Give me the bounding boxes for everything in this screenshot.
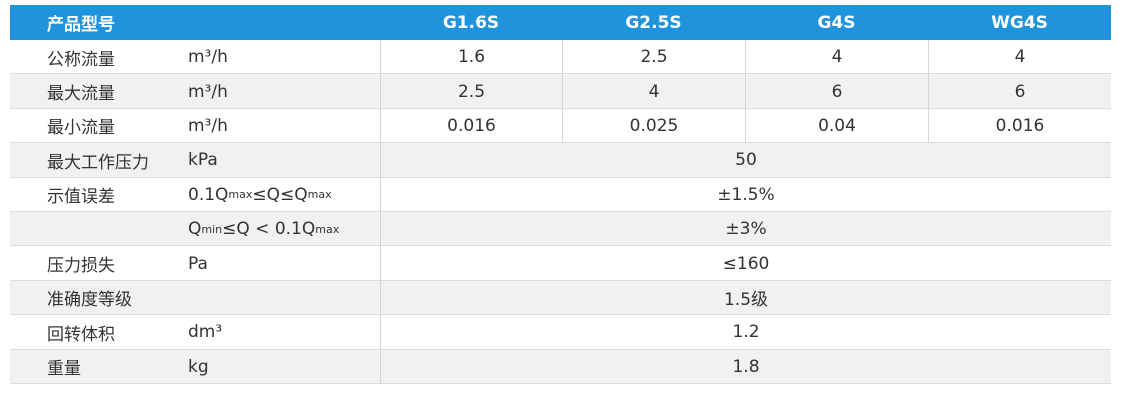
table-row (10, 315, 1111, 350)
unit-part: m³/h (188, 47, 228, 68)
header-label: 产品型号 (47, 5, 115, 40)
value-cell: 6 (928, 74, 1111, 109)
row-unit: m³/h (188, 74, 228, 108)
row-label: 最大流量 (47, 84, 115, 105)
value-cell: 0.016 (928, 108, 1111, 144)
row-label: 示值误差 (47, 187, 115, 208)
table-row (10, 280, 1111, 316)
header-cell: WG4S (928, 5, 1111, 40)
row-label: 准确度等级 (47, 290, 132, 311)
unit-part: dm³ (188, 322, 223, 343)
unit-part: max (307, 188, 332, 202)
row-label: 回转体积 (47, 324, 115, 345)
header-cell: G2.5S (562, 5, 745, 40)
unit-part: Q (188, 219, 202, 240)
value-cell: 50 (380, 143, 1111, 178)
value-cell: 4 (745, 40, 928, 75)
header-cell: G4S (745, 5, 928, 40)
value-cell: 2.5 (562, 40, 745, 75)
row-label: 公称流量 (47, 49, 115, 70)
value-cell: 1.6 (380, 40, 562, 75)
row-label: 最大工作压力 (47, 152, 149, 173)
unit-part: kPa (188, 150, 218, 171)
unit-part: ≤Q≤Q (252, 184, 308, 205)
value-cell: 2.5 (380, 74, 562, 109)
row-unit: m³/h (188, 109, 228, 143)
row-unit: Pa (188, 246, 208, 280)
value-cell: 1.2 (380, 315, 1111, 350)
header-cell: G1.6S (380, 5, 562, 40)
value-cell: 0.04 (745, 108, 928, 144)
unit-part: kg (188, 356, 209, 377)
value-cell: ±3% (380, 212, 1111, 247)
value-cell: ≤160 (380, 246, 1111, 281)
value-cell: 4 (928, 40, 1111, 75)
value-cell: 1.5级 (380, 280, 1111, 316)
row-label: 压力损失 (47, 256, 115, 277)
value-cell: 6 (745, 74, 928, 109)
value-cell: 0.016 (380, 108, 562, 144)
table-row (10, 212, 1111, 247)
table-row (10, 246, 1111, 281)
unit-part: min (201, 222, 223, 236)
table-row (10, 349, 1111, 384)
table-row (10, 40, 1111, 75)
row-unit: kPa (188, 143, 218, 177)
unit-part: 0.1Q (188, 184, 229, 205)
unit-part: m³/h (188, 115, 228, 136)
row-unit: m³/h (188, 40, 228, 74)
unit-part: Pa (188, 253, 208, 274)
value-cell: 0.025 (562, 108, 745, 144)
row-unit: dm³ (188, 315, 222, 349)
table-row (10, 109, 1111, 144)
unit-part: max (315, 222, 340, 236)
table-row (10, 74, 1111, 109)
row-unit: kg (188, 350, 209, 384)
row-label: 最小流量 (47, 118, 115, 139)
value-cell: ±1.5% (380, 177, 1111, 212)
unit-part: max (228, 188, 253, 202)
table-row (10, 178, 1111, 212)
value-cell: 4 (562, 74, 745, 109)
table-row (10, 143, 1111, 178)
row-label: 重量 (47, 359, 81, 380)
unit-part: m³/h (188, 81, 228, 102)
row-unit: 0.1Q max ≤Q≤Q max (188, 178, 332, 212)
unit-part: ≤Q < 0.1Q (222, 219, 316, 240)
value-cell: 1.8 (380, 349, 1111, 384)
